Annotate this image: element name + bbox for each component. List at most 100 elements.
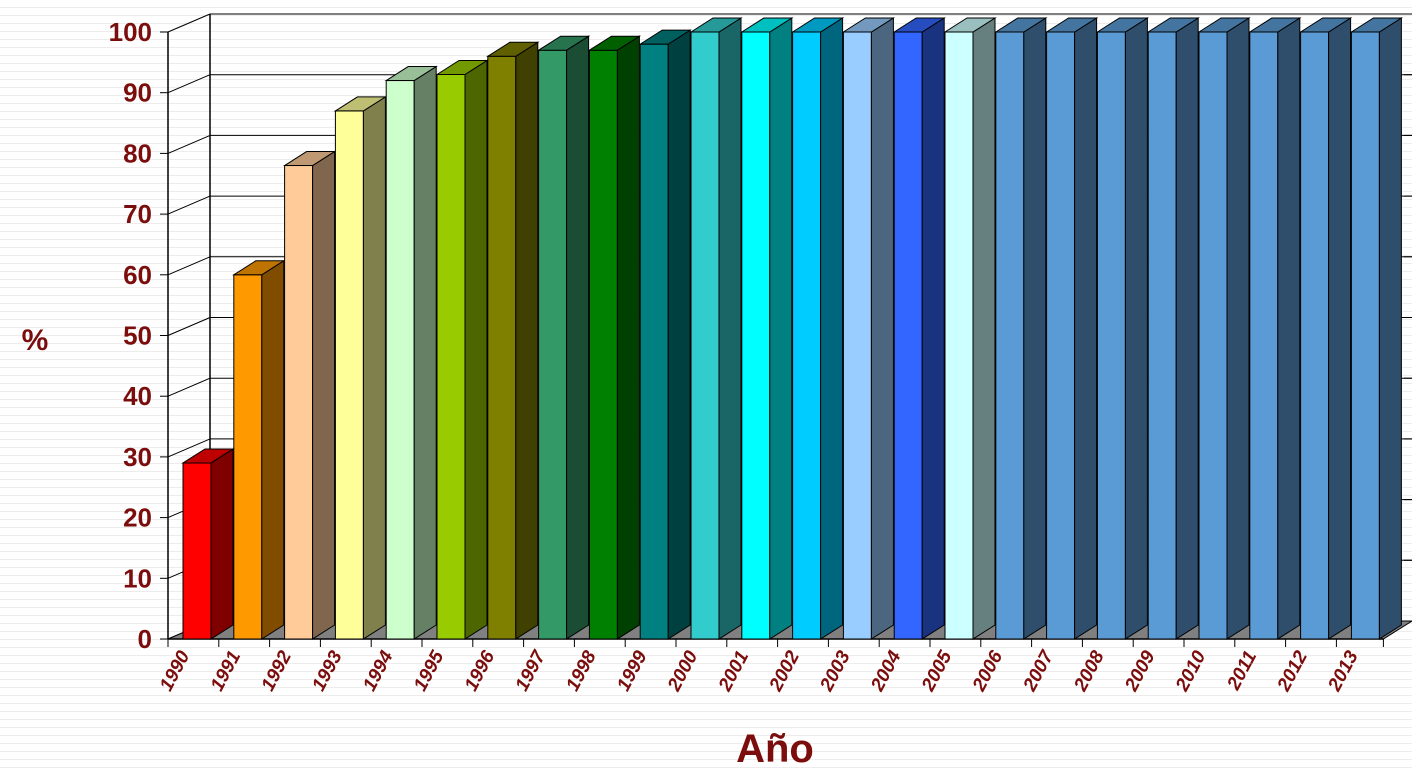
bar-front xyxy=(1046,31,1076,640)
bar-2001 xyxy=(740,17,794,640)
bar-side xyxy=(1378,17,1402,640)
bar-top xyxy=(1349,17,1404,33)
bar-1997 xyxy=(536,35,591,640)
x-tick-label: 2009 xyxy=(1121,647,1160,695)
bar-front xyxy=(233,274,263,640)
x-tick-label: 1991 xyxy=(207,647,245,694)
x-tick-label: 2007 xyxy=(1019,646,1059,695)
bar-1996 xyxy=(486,41,540,640)
bar-1999 xyxy=(638,29,692,640)
bar-2000 xyxy=(689,17,743,640)
y-tick-label: 30 xyxy=(123,442,152,472)
bar-front xyxy=(792,31,822,640)
bar-side xyxy=(464,59,488,640)
x-tick-label: 1994 xyxy=(359,647,398,695)
x-tick-label: 2000 xyxy=(664,647,703,695)
bar-2005 xyxy=(943,17,997,640)
bar-side xyxy=(566,35,590,640)
bar-2006 xyxy=(994,17,1048,640)
x-tick-label: 2010 xyxy=(1172,647,1211,695)
bar-top xyxy=(435,59,489,75)
bar-front xyxy=(588,49,618,640)
y-tick-label: 100 xyxy=(109,17,152,47)
gridline-diagonal xyxy=(167,438,211,458)
bar-side xyxy=(413,65,437,640)
bar-side xyxy=(1023,17,1047,640)
x-tick-label: 2008 xyxy=(1070,647,1109,695)
bar-front xyxy=(385,80,415,640)
bar-front xyxy=(944,31,974,640)
bar-front xyxy=(284,165,314,640)
y-axis-label: % xyxy=(22,324,49,357)
x-tick-label: 2012 xyxy=(1273,647,1312,695)
bar-side xyxy=(616,35,640,640)
x-tick-label: 2002 xyxy=(765,647,804,695)
bar-front xyxy=(1350,31,1380,640)
x-tick-label: 2005 xyxy=(918,647,957,695)
gridline-diagonal xyxy=(167,317,211,336)
x-tick-label: 1990 xyxy=(156,647,195,695)
x-tick-labels: 1990 1991 1992 1993 1994 1995 1996 1997 1998 1999… xyxy=(156,646,1363,695)
x-tick-label: 2001 xyxy=(714,647,753,695)
x-tick-label: 2013 xyxy=(1324,647,1363,695)
bar-2004 xyxy=(892,17,946,640)
bar-side xyxy=(820,17,844,640)
x-tick-label: 1992 xyxy=(258,647,297,695)
bar-top xyxy=(790,17,845,33)
bar-1995 xyxy=(435,59,489,640)
bar-side xyxy=(769,17,793,640)
y-tick-label: 40 xyxy=(123,381,152,411)
gridline-diagonal xyxy=(167,13,211,33)
bar-front xyxy=(639,43,669,640)
bar-side xyxy=(972,17,996,640)
bar-2012 xyxy=(1298,17,1353,640)
bar-1994 xyxy=(384,65,438,640)
bar-front xyxy=(741,31,771,640)
x-tick-label: 2004 xyxy=(867,647,906,695)
bar-side xyxy=(312,150,336,640)
bar-top xyxy=(384,66,438,82)
bar-side xyxy=(515,41,539,640)
bar-top xyxy=(486,41,540,57)
bar-top xyxy=(587,35,642,51)
bar-front xyxy=(334,110,364,640)
x-tick-label: 1995 xyxy=(410,647,449,695)
x-tick-label: 1999 xyxy=(613,647,652,695)
bar-2009 xyxy=(1146,17,1200,640)
bar-front xyxy=(436,73,466,640)
x-tick-label: 2011 xyxy=(1223,647,1261,694)
x-tick-label: 2006 xyxy=(968,647,1007,695)
bar-front xyxy=(1300,31,1330,640)
y-tick-labels: 0 10 20 30 40 50 60 70 80 90 100 xyxy=(109,17,152,654)
bar-front xyxy=(690,31,720,640)
bar-2007 xyxy=(1044,17,1099,640)
bar-front xyxy=(1096,31,1126,640)
bar-side xyxy=(718,17,742,640)
bar-front xyxy=(842,31,872,640)
bar-side xyxy=(921,17,945,640)
bar-side xyxy=(210,448,234,640)
bar-front xyxy=(182,462,212,640)
bar-top xyxy=(333,96,388,112)
bar-front xyxy=(1249,31,1279,640)
y-tick-label: 90 xyxy=(123,78,152,108)
bar-front xyxy=(487,55,517,640)
x-tick-label: 1997 xyxy=(512,646,551,694)
bar-top xyxy=(1095,17,1150,33)
bar-1991 xyxy=(232,259,286,640)
bar-front xyxy=(1147,31,1177,640)
x-tick-label: 2003 xyxy=(816,647,855,695)
y-tick-label: 70 xyxy=(123,199,152,229)
bar-front xyxy=(538,49,568,640)
bar-1992 xyxy=(282,150,337,640)
bar-top xyxy=(536,35,591,51)
x-tick-label: 1998 xyxy=(562,647,601,695)
gridline-diagonal xyxy=(167,377,211,397)
bar-2011 xyxy=(1248,17,1302,640)
gridline-diagonal xyxy=(167,195,211,215)
bar-side xyxy=(1328,17,1352,640)
bar-top xyxy=(1248,17,1302,33)
bar-side xyxy=(1124,17,1148,640)
bar-2010 xyxy=(1197,17,1251,640)
bar-2003 xyxy=(841,17,896,640)
